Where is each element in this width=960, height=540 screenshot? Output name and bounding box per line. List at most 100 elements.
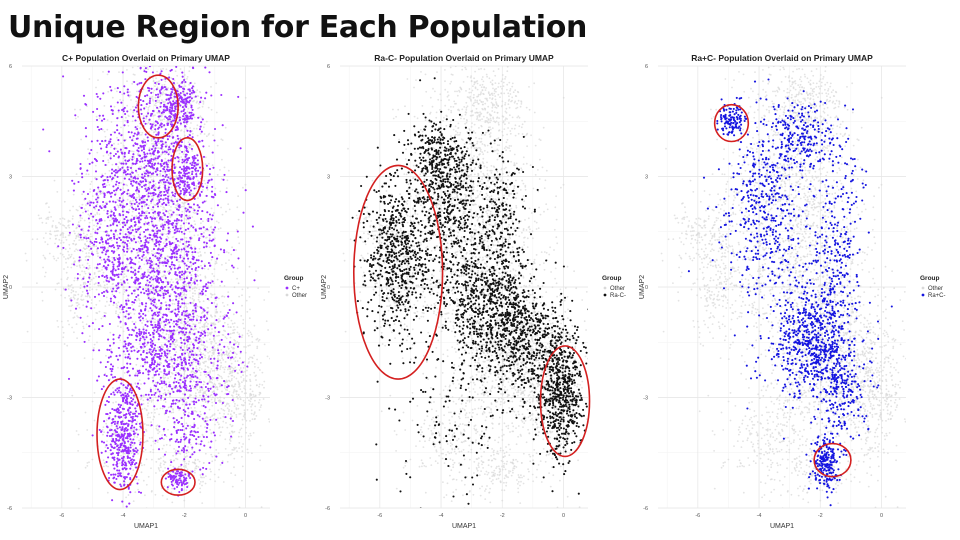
point-other: [167, 389, 170, 392]
point-other: [164, 240, 167, 243]
point-highlight: [149, 122, 152, 126]
point-other: [131, 439, 133, 442]
point-other: [167, 392, 170, 394]
point-other: [159, 322, 162, 325]
point-other: [153, 416, 156, 418]
point-highlight: [128, 150, 131, 153]
point-other: [108, 304, 111, 306]
point-highlight: [105, 146, 108, 149]
point-other: [101, 128, 104, 131]
point-highlight: [137, 167, 140, 170]
x-tick-label: -4: [121, 513, 126, 519]
point-other: [196, 283, 199, 286]
point-other: [142, 198, 145, 200]
point-other: [207, 133, 210, 136]
point-highlight: [160, 225, 163, 228]
point-highlight: [170, 154, 173, 157]
point-highlight: [152, 167, 156, 170]
point-highlight: [111, 368, 114, 371]
point-other: [188, 230, 191, 233]
point-other: [229, 332, 232, 335]
point-highlight: [135, 201, 138, 204]
point-other: [228, 355, 231, 358]
point-highlight: [188, 134, 191, 137]
point-other: [191, 287, 194, 290]
point-highlight: [164, 197, 167, 200]
point-other: [147, 424, 150, 427]
point-highlight: [96, 125, 99, 129]
point-other: [96, 211, 99, 214]
point-highlight: [126, 166, 129, 169]
point-other: [229, 336, 232, 339]
point-other: [218, 297, 220, 300]
point-other: [241, 418, 244, 421]
point-highlight: [138, 316, 141, 319]
point-other: [160, 344, 163, 347]
point-other: [164, 329, 167, 332]
point-other: [195, 367, 198, 370]
point-highlight: [156, 236, 159, 239]
point-highlight: [124, 233, 127, 236]
point-other: [237, 407, 240, 410]
point-other: [219, 434, 222, 437]
point-other: [185, 302, 188, 305]
point-highlight: [116, 124, 119, 127]
point-highlight: [123, 218, 126, 221]
point-other: [205, 475, 207, 477]
point-other: [138, 299, 141, 302]
point-other: [235, 416, 238, 418]
point-other: [151, 223, 153, 225]
point-other: [131, 214, 134, 217]
point-other: [211, 382, 214, 384]
point-other: [162, 206, 165, 209]
point-other: [235, 353, 238, 356]
point-highlight: [169, 285, 172, 288]
point-other: [170, 491, 173, 494]
point-other: [197, 466, 200, 468]
point-highlight: [147, 195, 150, 198]
point-other: [142, 479, 145, 482]
point-other: [145, 507, 148, 508]
point-other: [213, 369, 216, 372]
point-highlight: [191, 136, 194, 139]
point-other: [153, 104, 156, 107]
point-other: [159, 361, 161, 364]
point-other: [76, 279, 79, 282]
point-other: [80, 238, 83, 241]
point-other: [232, 313, 235, 316]
point-other: [25, 259, 28, 262]
point-other: [243, 327, 245, 330]
point-highlight: [113, 189, 116, 192]
point-other: [216, 144, 219, 147]
point-other: [49, 237, 52, 240]
point-other: [129, 200, 132, 203]
point-other: [140, 267, 142, 270]
point-other: [161, 99, 163, 102]
point-other: [199, 410, 202, 413]
point-other: [186, 346, 188, 349]
point-other: [166, 488, 169, 491]
point-other: [212, 365, 215, 367]
point-other: [165, 333, 168, 335]
point-highlight: [145, 70, 148, 73]
point-other: [214, 398, 216, 400]
point-other: [237, 282, 240, 285]
point-other: [226, 407, 229, 410]
point-highlight: [88, 225, 91, 228]
point-highlight: [186, 217, 190, 220]
point-other: [176, 203, 179, 206]
point-other: [152, 339, 155, 341]
point-other: [95, 225, 98, 228]
point-other: [42, 254, 45, 257]
point-other: [214, 480, 217, 483]
point-other: [166, 419, 169, 422]
point-other: [163, 83, 166, 86]
point-other: [168, 351, 171, 354]
point-other: [126, 313, 129, 315]
point-other: [138, 187, 141, 190]
point-other: [263, 386, 265, 389]
point-highlight: [143, 194, 146, 197]
point-other: [181, 403, 184, 406]
point-other: [182, 412, 185, 414]
point-other: [102, 426, 105, 429]
